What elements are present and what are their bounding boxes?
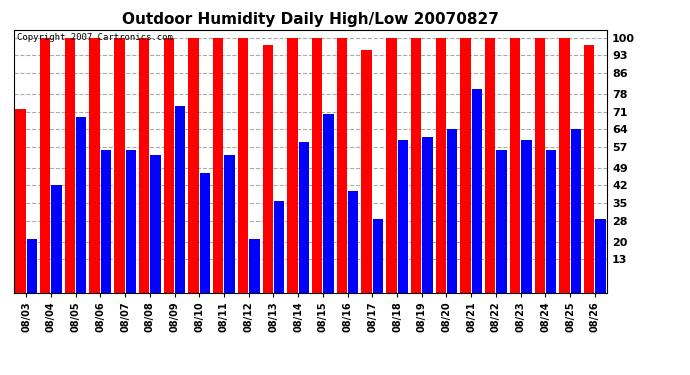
Bar [362, 50, 372, 292]
Bar [164, 38, 174, 292]
Bar [287, 38, 297, 292]
Text: Copyright 2007 Cartronics.com: Copyright 2007 Cartronics.com [17, 33, 172, 42]
Bar [510, 38, 520, 292]
Bar [150, 155, 161, 292]
Bar [546, 150, 556, 292]
Bar [324, 114, 334, 292]
Bar [559, 38, 570, 292]
Bar [90, 38, 100, 292]
Bar [460, 38, 471, 292]
Bar [175, 106, 186, 292]
Bar [397, 140, 408, 292]
Bar [65, 38, 75, 292]
Bar [312, 38, 322, 292]
Bar [571, 129, 581, 292]
Bar [249, 239, 259, 292]
Bar [262, 45, 273, 292]
Bar [447, 129, 457, 292]
Bar [422, 137, 433, 292]
Bar [224, 155, 235, 292]
Bar [76, 117, 86, 292]
Bar [472, 88, 482, 292]
Bar [101, 150, 111, 292]
Bar [496, 150, 507, 292]
Bar [238, 38, 248, 292]
Bar [584, 45, 594, 292]
Bar [40, 38, 50, 292]
Bar [15, 109, 26, 292]
Bar [373, 219, 383, 292]
Bar [348, 190, 359, 292]
Bar [299, 142, 309, 292]
Bar [27, 239, 37, 292]
Bar [199, 173, 210, 292]
Bar [126, 150, 136, 292]
Bar [411, 38, 422, 292]
Bar [274, 201, 284, 292]
Bar [521, 140, 531, 292]
Bar [51, 186, 62, 292]
Bar [139, 38, 149, 292]
Bar [386, 38, 397, 292]
Bar [435, 38, 446, 292]
Bar [213, 38, 224, 292]
Bar [188, 38, 199, 292]
Bar [485, 38, 495, 292]
Bar [337, 38, 347, 292]
Bar [114, 38, 125, 292]
Title: Outdoor Humidity Daily High/Low 20070827: Outdoor Humidity Daily High/Low 20070827 [122, 12, 499, 27]
Bar [535, 38, 545, 292]
Bar [595, 219, 606, 292]
